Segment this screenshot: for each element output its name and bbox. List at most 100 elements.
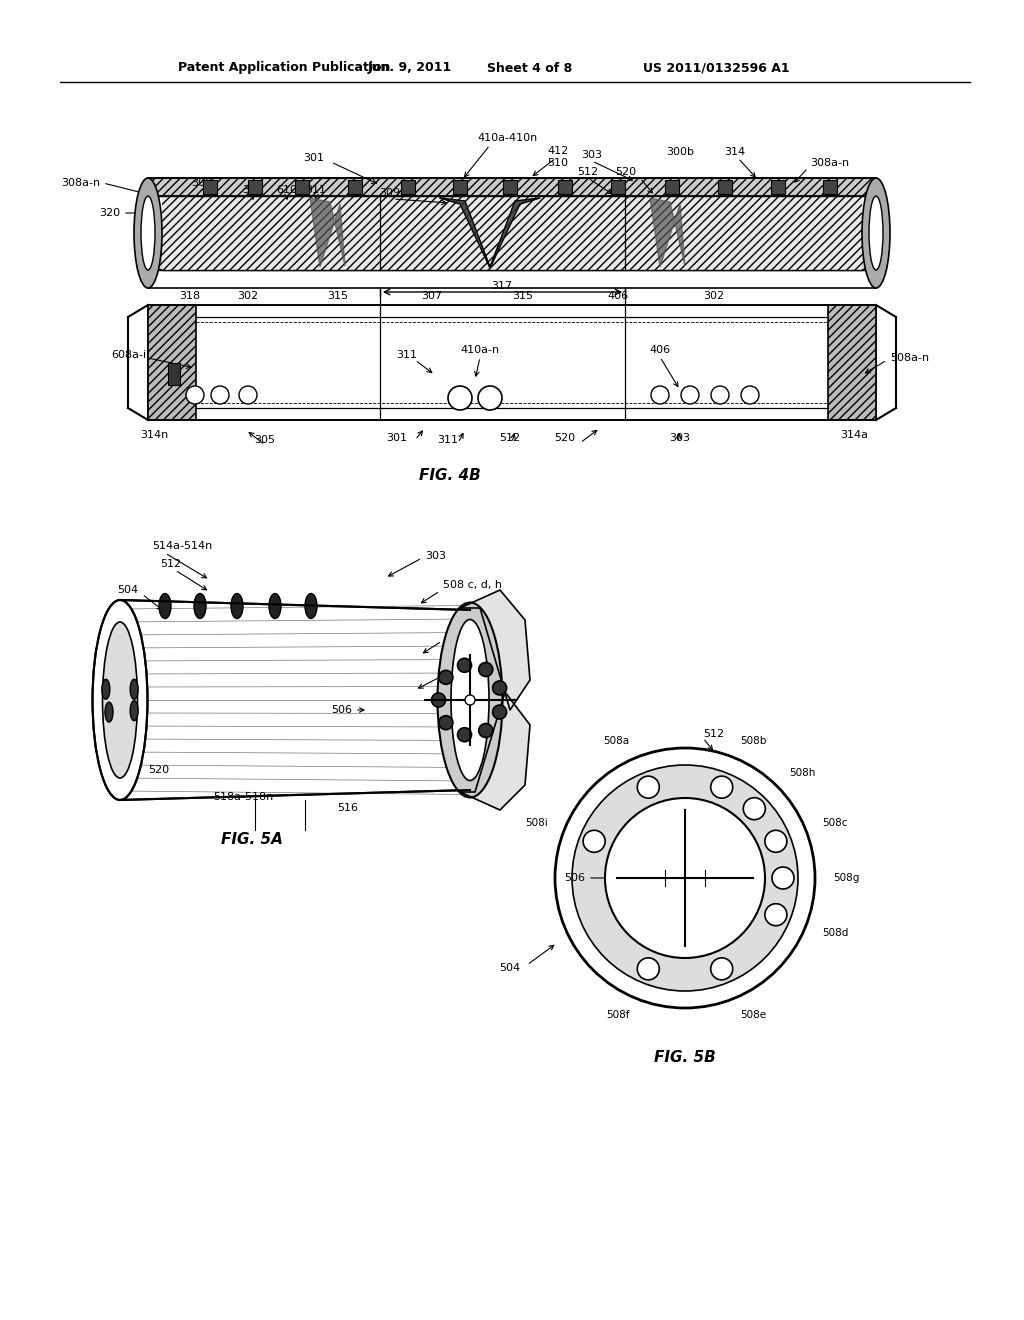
Circle shape [765,904,786,925]
Text: 301: 301 [303,153,325,162]
Text: 520: 520 [148,766,169,775]
Ellipse shape [130,701,138,721]
Ellipse shape [101,680,110,700]
Ellipse shape [437,602,503,797]
Text: 508a: 508a [603,735,630,746]
Circle shape [449,385,472,411]
Text: 308a-n: 308a-n [810,158,849,168]
Text: 308a-n: 308a-n [60,178,100,187]
Ellipse shape [451,619,489,780]
Text: 506: 506 [564,873,585,883]
Text: 508d: 508d [822,928,849,939]
Text: FIG. 5A: FIG. 5A [221,833,283,847]
Circle shape [479,723,493,738]
Text: 311: 311 [396,350,418,360]
Ellipse shape [869,195,883,271]
Circle shape [493,705,507,719]
Ellipse shape [305,594,317,619]
Text: 317: 317 [492,281,513,290]
Text: 311: 311 [437,436,459,445]
Text: 508 c, d, h: 508 c, d, h [443,579,502,590]
Text: 508c: 508c [822,817,848,828]
Bar [348,180,362,194]
Circle shape [465,696,475,705]
Text: 510: 510 [97,696,118,705]
Ellipse shape [141,195,155,271]
Bar [718,180,732,194]
Text: 300a: 300a [191,178,219,187]
Text: FIG. 5B: FIG. 5B [654,1051,716,1065]
Bar [558,180,572,194]
Text: 311: 311 [305,185,327,195]
Bar [148,178,876,195]
Text: Patent Application Publication: Patent Application Publication [178,62,390,74]
Text: 516: 516 [338,803,358,813]
Circle shape [772,867,794,888]
Bar [248,180,262,194]
Circle shape [583,830,605,853]
Bar [380,195,625,271]
Text: 520: 520 [615,168,637,177]
Polygon shape [460,590,530,710]
Circle shape [479,663,493,676]
Ellipse shape [231,594,243,619]
Bar [453,180,467,194]
Text: 508 a, b, g: 508 a, b, g [445,690,505,700]
Circle shape [478,385,502,411]
Polygon shape [440,198,540,268]
Circle shape [741,385,759,404]
Text: 504: 504 [117,585,138,595]
Circle shape [711,385,729,404]
Text: 504: 504 [499,964,520,973]
Circle shape [458,727,471,742]
Ellipse shape [134,178,162,288]
Ellipse shape [92,601,147,800]
Bar [162,195,392,271]
Text: 315: 315 [328,290,348,301]
Text: 514a-514n: 514a-514n [152,541,212,550]
Text: 303: 303 [670,433,690,444]
Circle shape [681,385,699,404]
Ellipse shape [102,622,137,777]
Text: 320: 320 [99,209,120,218]
Text: 303: 303 [582,150,602,160]
Bar [148,305,876,420]
Text: 508h: 508h [790,768,816,779]
Circle shape [637,776,659,799]
Text: 406: 406 [649,345,671,355]
Bar [665,180,679,194]
Polygon shape [310,198,345,267]
Text: 512: 512 [500,433,520,444]
Text: 508a-n: 508a-n [890,352,929,363]
Text: 301: 301 [386,433,408,444]
Text: 406: 406 [607,290,629,301]
Text: 508 e, f, i: 508 e, f, i [445,667,498,677]
Ellipse shape [105,702,113,722]
Circle shape [186,385,204,404]
Bar [828,305,876,420]
Bar [503,180,517,194]
Bar [823,180,837,194]
Circle shape [743,797,765,820]
Text: 314: 314 [724,147,745,157]
Text: 410a-n: 410a-n [461,345,500,355]
Bar [148,178,876,195]
Text: 302: 302 [238,290,259,301]
Text: 305: 305 [243,185,263,195]
Bar [148,252,876,271]
Bar [162,195,862,271]
Bar [203,180,217,194]
Text: 518a-518n: 518a-518n [213,792,273,803]
Ellipse shape [194,594,206,619]
Text: 410a-410n: 410a-410n [478,133,539,143]
Text: FIG. 4B: FIG. 4B [419,469,481,483]
Text: 315: 315 [512,290,534,301]
Text: US 2011/0132596 A1: US 2011/0132596 A1 [643,62,790,74]
Text: 508e: 508e [740,1010,767,1020]
Circle shape [765,830,786,853]
Ellipse shape [269,594,281,619]
Text: 502: 502 [445,632,466,642]
Circle shape [572,766,798,991]
Text: 510: 510 [548,158,568,168]
Text: Sheet 4 of 8: Sheet 4 of 8 [487,62,572,74]
